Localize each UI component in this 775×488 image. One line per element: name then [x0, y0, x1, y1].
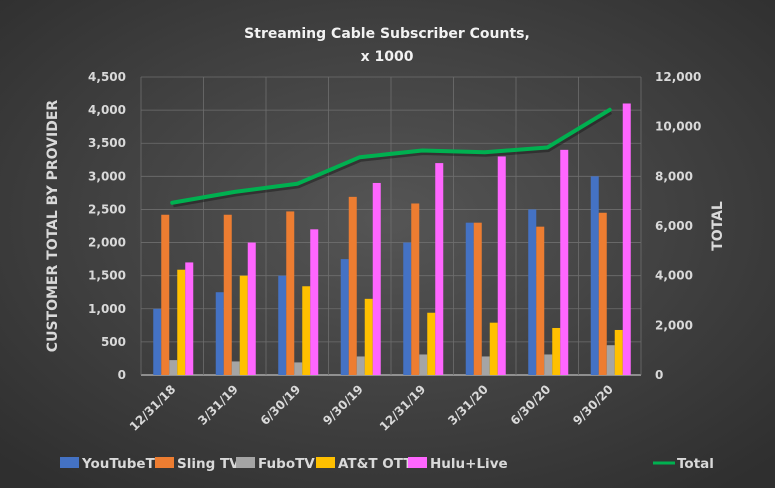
y-tick-label: 3,000: [88, 169, 126, 183]
bar-at-t-ott: [177, 269, 186, 375]
bar-sling-tv: [161, 214, 170, 375]
bars: [153, 103, 631, 375]
legend-swatch: [236, 457, 255, 468]
legend-label: AT&T OTT: [338, 456, 413, 472]
y-tick-label: 0: [118, 368, 126, 382]
y2-axis-title: TOTAL: [710, 201, 726, 251]
bar-sling-tv: [473, 222, 482, 375]
y2-tick-label: 12,000: [655, 70, 701, 84]
bar-at-t-ott: [614, 329, 623, 375]
y-tick-label: 4,500: [88, 70, 126, 84]
legend-swatch: [155, 457, 174, 468]
bar-fubotv: [419, 354, 428, 375]
bar-hulu-live: [435, 163, 444, 375]
bar-at-t-ott: [364, 298, 373, 375]
bar-hulu-live: [372, 182, 381, 375]
bar-at-t-ott: [552, 327, 561, 375]
total-line-group: [170, 107, 613, 208]
bar-hulu-live: [560, 149, 569, 375]
bar-youtubetv: [403, 242, 412, 375]
bar-fubotv: [169, 360, 178, 375]
bar-hulu-live: [622, 103, 631, 375]
legend-label: Total: [677, 456, 714, 472]
y2-tick-label: 0: [655, 368, 663, 382]
y2-tick-label: 2,000: [655, 318, 693, 332]
bar-fubotv: [356, 356, 365, 375]
chart-title-line-2: x 1000: [361, 49, 414, 65]
chart-title-line-1: Streaming Cable Subscriber Counts,: [244, 26, 530, 42]
bar-fubotv: [231, 361, 240, 375]
total-line-shadow: [172, 109, 613, 208]
bar-youtubetv: [153, 308, 162, 375]
y2-tick-label: 8,000: [655, 169, 693, 183]
y-tick-label: 4,000: [88, 103, 126, 117]
bar-sling-tv: [598, 212, 607, 375]
legend-label: Hulu+Live: [430, 456, 508, 472]
y-tick-label: 2,000: [88, 236, 126, 250]
bar-hulu-live: [497, 156, 506, 375]
bar-youtubetv: [590, 176, 599, 375]
bar-fubotv: [294, 362, 303, 375]
bar-fubotv: [544, 354, 553, 375]
bar-sling-tv: [411, 203, 420, 375]
legend-label: Sling TV: [177, 456, 240, 472]
bar-sling-tv: [286, 211, 295, 375]
y-tick-label: 2,500: [88, 202, 126, 216]
legend-swatch: [408, 457, 427, 468]
bar-sling-tv: [536, 226, 545, 375]
legend: YouTubeTV Sling TV FuboTV AT&T OTT Hulu+Live…: [60, 456, 714, 472]
y-tick-label: 1,000: [88, 302, 126, 316]
y-tick-label: 500: [101, 335, 126, 349]
bar-youtubetv: [465, 222, 474, 375]
bar-at-t-ott: [427, 312, 436, 375]
bar-at-t-ott: [489, 322, 498, 375]
y-tick-label: 3,500: [88, 136, 126, 150]
bar-hulu-live: [310, 229, 319, 375]
legend-label: FuboTV: [258, 456, 315, 472]
bar-youtubetv: [528, 209, 537, 375]
legend-swatch: [316, 457, 335, 468]
bar-at-t-ott: [239, 275, 248, 375]
bar-youtubetv: [340, 259, 349, 375]
bar-fubotv: [606, 345, 615, 375]
legend-label: YouTubeTV: [81, 456, 166, 472]
bar-sling-tv: [348, 196, 357, 375]
bar-at-t-ott: [302, 286, 311, 375]
y-axis-title: CUSTOMER TOTAL BY PROVIDER: [45, 100, 61, 353]
y2-tick-label: 10,000: [655, 120, 701, 134]
bar-youtubetv: [278, 275, 287, 375]
bar-youtubetv: [215, 292, 224, 375]
bar-sling-tv: [223, 214, 232, 375]
total-line: [170, 107, 612, 205]
bar-fubotv: [481, 356, 490, 375]
bar-hulu-live: [185, 262, 194, 375]
y2-tick-label: 4,000: [655, 269, 693, 283]
y-tick-label: 1,500: [88, 269, 126, 283]
legend-swatch: [60, 457, 79, 468]
bar-hulu-live: [247, 242, 256, 375]
y2-tick-label: 6,000: [655, 219, 693, 233]
